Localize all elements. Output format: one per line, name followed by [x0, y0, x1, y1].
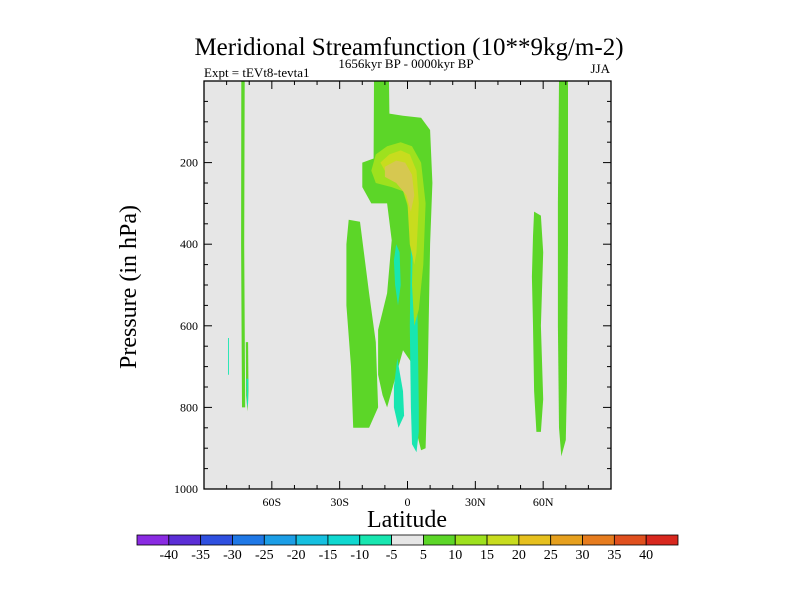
- colorbar-swatch: [613, 534, 647, 546]
- colorbar-label: -10: [350, 548, 369, 563]
- colorbar-swatch: [486, 534, 520, 546]
- x-tick-label: 60S: [262, 495, 281, 509]
- colorbar-label: -5: [386, 548, 398, 563]
- colorbar-label: 25: [544, 548, 558, 563]
- colorbar-swatch: [136, 534, 170, 546]
- colorbar-swatch: [359, 534, 392, 546]
- contour-region-7: [393, 358, 405, 428]
- colorbar-label: 15: [480, 548, 494, 563]
- contour-region-13: [557, 81, 568, 457]
- colorbar-label: 40: [639, 548, 653, 563]
- y-tick-label: 1000: [174, 482, 198, 496]
- colorbar-label: 35: [607, 548, 621, 563]
- colorbar-label: -30: [223, 548, 242, 563]
- colorbar-label: -15: [319, 548, 338, 563]
- y-tick-label: 400: [180, 237, 198, 251]
- colorbar-swatch: [263, 534, 297, 546]
- colorbar-label: 30: [576, 548, 590, 563]
- colorbar: -40 -35 -30 -25 -20 -15 -10 -5 5 10 15 20 25 30 35 40: [136, 534, 679, 563]
- colorbar-swatch: [168, 534, 202, 546]
- subtitle-center: 1656kyr BP - 0000kyr BP: [338, 56, 473, 71]
- colorbar-swatch: [582, 534, 615, 546]
- x-axis-label: Latitude: [367, 507, 447, 533]
- contour-region-0: [241, 81, 246, 408]
- x-tick-label: 30S: [330, 495, 349, 509]
- contour-region-4: [346, 219, 379, 428]
- contour-region-11: [384, 160, 415, 212]
- y-tick-label: 200: [180, 156, 198, 170]
- y-axis-label: Pressure (in hPa): [116, 205, 142, 369]
- x-tick-label: 30N: [465, 495, 486, 509]
- contour-region-3: [228, 338, 229, 375]
- colorbar-swatch: [327, 534, 361, 546]
- y-tick-label: 600: [180, 319, 198, 333]
- contour-region-6: [393, 244, 401, 306]
- colorbar-label: 10: [448, 548, 462, 563]
- y-tick-label: 800: [180, 400, 198, 414]
- x-tick-label: 60N: [533, 495, 554, 509]
- subtitle-left: Expt = tEVt8-tevta1: [204, 65, 310, 80]
- x-axis: 60S 30S 0 30N 60N: [226, 81, 589, 509]
- y-axis: 200 400 600 800 1000: [174, 100, 611, 496]
- colorbar-label: -25: [255, 548, 274, 563]
- colorbar-label: 5: [420, 548, 427, 563]
- colorbar-label: -35: [191, 548, 210, 563]
- colorbar-swatch: [550, 534, 583, 546]
- x-tick-label: 0: [405, 495, 411, 509]
- colorbar-swatch: [454, 534, 488, 546]
- chart-title: Meridional Streamfunction (10**9kg/m-2): [194, 34, 623, 61]
- colorbar-label: -40: [159, 548, 178, 563]
- colorbar-label: -20: [287, 548, 306, 563]
- colorbar-swatch: [423, 534, 456, 546]
- colorbar-swatch: [391, 534, 424, 546]
- colorbar-swatch: [295, 534, 329, 546]
- contour-region-12: [531, 211, 544, 432]
- colorbar-swatch: [645, 534, 679, 546]
- contour-regions: [228, 81, 568, 457]
- contour-region-2: [246, 378, 249, 408]
- colorbar-swatch: [232, 534, 265, 546]
- colorbar-swatch: [200, 534, 233, 546]
- colorbar-label: 20: [512, 548, 526, 563]
- subtitle-right: JJA: [590, 61, 610, 76]
- colorbar-swatch: [518, 534, 552, 546]
